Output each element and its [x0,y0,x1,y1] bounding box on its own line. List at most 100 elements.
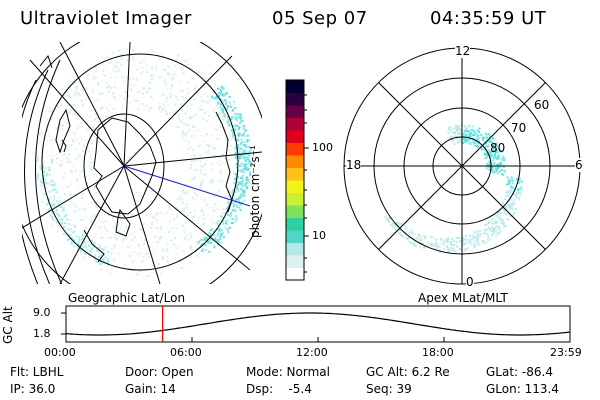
aurora-pixel [469,142,472,145]
aurora-pixel [183,122,186,124]
aurora-pixel [236,186,239,189]
aurora-pixel [50,110,53,113]
aurora-pixel [478,243,481,246]
aurora-pixel [501,202,504,205]
info-dsp: Dsp: -5.4 [246,382,312,396]
aurora-pixel [51,223,54,226]
aurora-pixel [218,229,221,232]
aurora-pixel [75,157,78,160]
aurora-pixel [465,127,467,130]
aurora-pixel [418,234,421,237]
aurora-pixel [189,245,192,248]
aurora-pixel [445,239,448,242]
aurora-pixel [190,235,193,238]
aurora-pixel [247,179,250,182]
aurora-pixel [137,90,140,93]
aurora-pixel [174,103,177,106]
aurora-pixel [491,144,494,147]
aurora-pixel [115,66,118,69]
aurora-pixel [507,183,510,185]
aurora-pixel [512,186,515,189]
aurora-pixel [132,251,135,253]
aurora-pixel [214,97,217,100]
aurora-pixel [398,228,401,231]
aurora-pixel [108,61,111,64]
aurora-pixel [50,180,53,183]
aurora-pixel [175,110,178,113]
aurora-pixel [198,70,201,73]
aurora-pixel [98,92,100,95]
aurora-pixel [69,234,72,236]
aurora-pixel [85,246,88,249]
aurora-pixel [169,95,172,98]
aurora-pixel [486,239,489,242]
aurora-pixel [203,163,206,166]
aurora-pixel [451,240,454,243]
aurora-pixel [89,221,91,224]
aurora-pixel [122,80,125,83]
colorbar-frame [285,79,305,281]
aurora-pixel [509,203,512,206]
aurora-pixel [51,189,54,192]
aurora-pixel [191,178,194,180]
aurora-pixel [451,136,453,139]
aurora-pixel [388,216,390,219]
aurora-pixel [214,202,217,205]
aurora-pixel [182,72,185,75]
aurora-pixel [245,185,247,187]
aurora-pixel [74,169,77,172]
aurora-pixel [511,202,514,205]
aurora-pixel [486,163,489,166]
aurora-pixel [206,101,209,104]
aurora-pixel [86,240,88,243]
aurora-pixel [233,182,236,185]
aurora-pixel [236,125,239,127]
aurora-pixel [483,228,486,231]
aurora-pixel [191,197,194,200]
aurora-pixel [455,236,458,239]
aurora-pixel [59,123,61,126]
altitude-ylabel: GC Alt [1,306,15,344]
aurora-pixel [99,125,102,128]
aurora-pixel [113,64,116,67]
aurora-pixel [499,162,502,165]
aurora-pixel [209,229,212,232]
aurora-pixel [223,114,226,117]
aurora-pixel [233,112,236,115]
aurora-pixel [228,226,231,229]
aurora-pixel [193,191,196,194]
aurora-pixel [240,117,243,120]
aurora-pixel [53,188,56,191]
aurora-pixel [165,96,168,99]
aurora-pixel [168,205,171,208]
aurora-pixel [197,129,199,132]
aurora-pixel [185,63,188,66]
altitude-xtick: 23:59 [550,346,582,359]
aurora-pixel [487,140,490,143]
aurora-pixel [57,230,60,232]
aurora-pixel [220,234,223,237]
aurora-pixel [163,107,166,110]
aurora-pixel [77,80,80,83]
aurora-pixel [181,90,184,93]
aurora-pixel [210,241,212,244]
aurora-pixel [62,226,65,228]
aurora-pixel [136,273,139,276]
aurora-pixel [72,140,75,143]
aurora-pixel [175,95,178,98]
aurora-pixel [93,242,96,245]
aurora-pixel [213,246,216,249]
aurora-pixel [101,260,104,263]
aurora-pixel [518,198,521,201]
aurora-pixel [91,216,94,219]
aurora-pixel [222,220,225,223]
aurora-pixel [235,215,238,218]
aurora-pixel [78,207,81,210]
aurora-pixel [82,235,85,238]
aurora-pixel [225,208,228,210]
aurora-pixel [242,144,245,147]
aurora-pixel [128,233,131,236]
aurora-pixel [443,248,446,251]
aurora-pixel [493,171,496,173]
aurora-pixel [101,92,104,95]
